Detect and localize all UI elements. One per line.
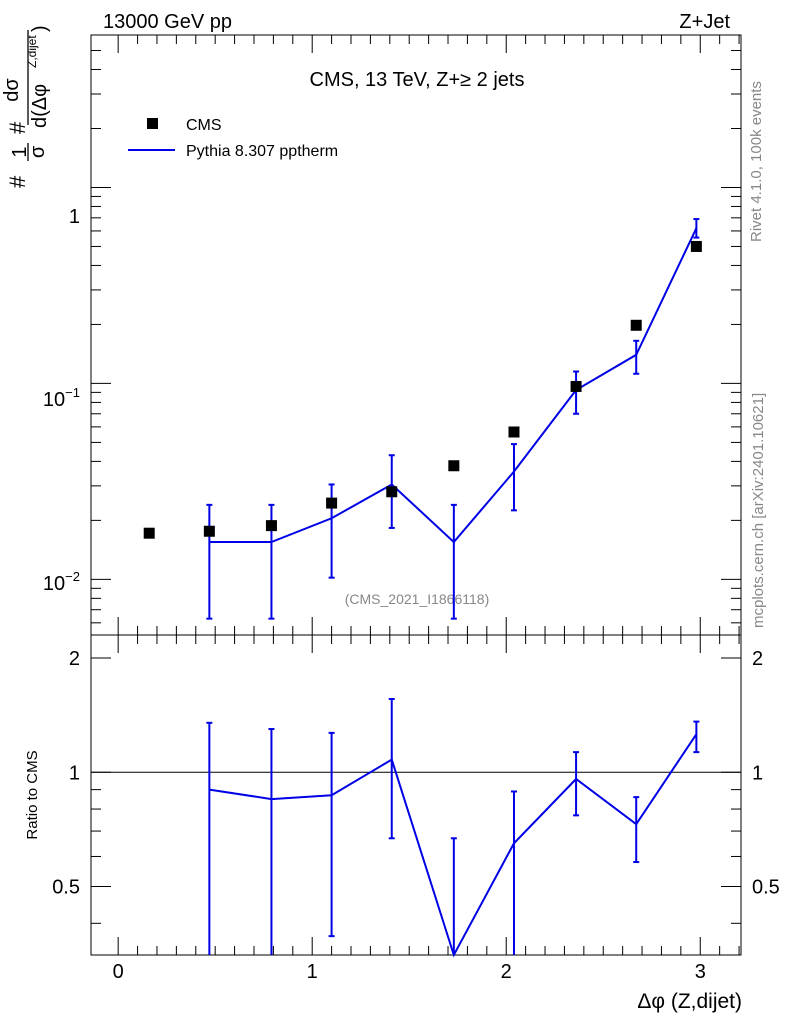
upper-y-ticks bbox=[91, 34, 741, 624]
mcplots-label: mcplots.cern.ch [arXiv:2401.10621] bbox=[750, 393, 767, 628]
data-point bbox=[570, 380, 582, 392]
y-tick-exp-0.01: −2 bbox=[65, 569, 80, 584]
ratio-y-label: Ratio to CMS bbox=[24, 750, 41, 839]
ratio-y-tick-label: 1 bbox=[69, 762, 80, 784]
legend-data-label: CMS bbox=[186, 117, 222, 134]
x-tick-label: 3 bbox=[695, 961, 706, 983]
mc-series-line bbox=[209, 227, 698, 544]
x-tick-label: 0 bbox=[113, 961, 124, 983]
data-point bbox=[508, 426, 520, 438]
data-point bbox=[265, 520, 277, 532]
data-point bbox=[690, 240, 702, 252]
y-tick-label-0.1: 10−1 bbox=[43, 385, 80, 411]
data-point bbox=[630, 319, 642, 331]
upper-y-label: # 1 σ # dσ d(Δφ Z,dijet ) bbox=[1, 25, 51, 188]
upper-panel: CMS, 13 TeV, Z+≥ 2 jets (CMS_2021_I18661… bbox=[1, 25, 742, 636]
rivet-label: Rivet 4.1.0, 100k events bbox=[748, 81, 765, 242]
y-tick-base-0.1: 10 bbox=[43, 389, 65, 411]
upper-y-tick-labels: 10−2 10−1 1 bbox=[43, 206, 80, 595]
lower-panel: Ratio to CMS 0.5 1 2 0.5 1 2 0 1 2 3 Δφ (Z,dije… bbox=[24, 634, 780, 1013]
ratio-y-tick-label: 0.5 bbox=[52, 877, 80, 899]
ratio-y-tick-label-right: 0.5 bbox=[752, 877, 780, 899]
x-tick-label: 1 bbox=[307, 961, 318, 983]
ratio-series-line bbox=[209, 733, 698, 958]
ylabel-dsigma: dσ bbox=[1, 78, 23, 102]
x-tick-labels: 0 1 2 3 bbox=[113, 961, 706, 983]
y-tick-exp-0.1: −1 bbox=[65, 385, 80, 400]
ratio-y-tick-label-right: 1 bbox=[752, 762, 763, 784]
y-tick-base-0.01: 10 bbox=[43, 573, 65, 595]
ratio-error-bars bbox=[206, 697, 700, 955]
x-axis-label: Δφ (Z,dijet) bbox=[637, 990, 742, 1013]
ratio-y-tick-label-right: 2 bbox=[752, 648, 763, 670]
x-tick-label: 2 bbox=[501, 961, 512, 983]
header-right: Z+Jet bbox=[679, 11, 730, 33]
chart-title: CMS, 13 TeV, Z+≥ 2 jets bbox=[310, 69, 525, 91]
ylabel-hash2: # bbox=[5, 121, 30, 134]
analysis-label: (CMS_2021_I1866118) bbox=[345, 591, 490, 607]
header-left: 13000 GeV pp bbox=[103, 11, 232, 33]
legend-mc-label: Pythia 8.307 pptherm bbox=[186, 143, 338, 160]
y-tick-label-0.01: 10−2 bbox=[43, 569, 80, 595]
ylabel-hash1: # bbox=[5, 171, 30, 188]
lower-frame bbox=[90, 634, 742, 956]
mc-error-bars bbox=[206, 218, 700, 620]
ratio-y-tick-label: 2 bbox=[69, 648, 80, 670]
lower-y-tick-labels-right: 0.5 1 2 bbox=[752, 648, 780, 898]
y-tick-base-1: 1 bbox=[69, 206, 80, 228]
data-point bbox=[326, 497, 338, 509]
y-tick-label-1: 1 bbox=[69, 206, 80, 228]
data-point bbox=[143, 527, 155, 539]
upper-x-ticks bbox=[117, 35, 740, 635]
ylabel-close: ) bbox=[29, 25, 51, 32]
lower-y-ticks bbox=[91, 657, 741, 924]
data-points bbox=[143, 240, 702, 539]
ylabel-dphi: d(Δφ bbox=[29, 84, 51, 128]
data-point bbox=[203, 525, 215, 537]
legend-data-marker bbox=[147, 118, 158, 129]
lower-y-tick-labels-left: 0.5 1 2 bbox=[52, 648, 80, 898]
ylabel-sigma: σ bbox=[27, 145, 49, 158]
data-point bbox=[448, 460, 460, 472]
lower-x-ticks bbox=[117, 635, 740, 955]
ylabel-one: 1 bbox=[9, 146, 31, 157]
data-point bbox=[386, 486, 398, 498]
ylabel-superscript: Z,dijet bbox=[25, 35, 39, 68]
